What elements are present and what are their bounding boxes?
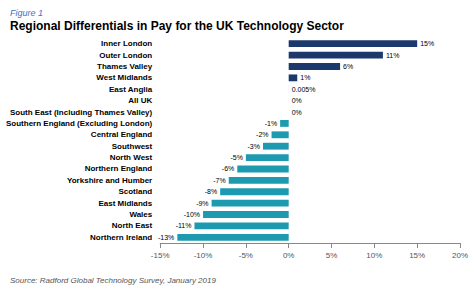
svg-text:15%: 15%: [409, 251, 425, 260]
svg-text:West Midlands: West Midlands: [96, 73, 152, 82]
svg-text:0%: 0%: [292, 109, 302, 116]
svg-text:15%: 15%: [420, 40, 434, 47]
svg-text:-15%: -15%: [151, 251, 170, 260]
svg-text:Source: Radford Global Technol: Source: Radford Global Technology Survey…: [10, 276, 216, 285]
svg-text:Regional Differentials in Pay: Regional Differentials in Pay for the UK…: [10, 19, 344, 33]
svg-text:-13%: -13%: [158, 234, 174, 241]
svg-text:-9%: -9%: [196, 200, 208, 207]
svg-text:-10%: -10%: [184, 211, 200, 218]
svg-text:0%: 0%: [283, 251, 295, 260]
svg-text:Wales: Wales: [129, 210, 152, 219]
svg-text:East Midlands: East Midlands: [98, 199, 152, 208]
svg-text:20%: 20%: [452, 251, 468, 260]
svg-text:Northern Ireland: Northern Ireland: [90, 233, 152, 242]
svg-text:Inner London: Inner London: [101, 39, 152, 48]
svg-text:11%: 11%: [386, 52, 400, 59]
svg-text:-7%: -7%: [213, 177, 225, 184]
svg-text:-1%: -1%: [265, 120, 277, 127]
svg-text:-10%: -10%: [194, 251, 213, 260]
svg-text:6%: 6%: [343, 63, 353, 70]
svg-text:Yorkshire and Humber: Yorkshire and Humber: [67, 176, 152, 185]
svg-text:-8%: -8%: [205, 188, 217, 195]
svg-text:Southern England (Excluding Lo: Southern England (Excluding London): [6, 119, 153, 128]
svg-text:-3%: -3%: [248, 143, 260, 150]
svg-text:-2%: -2%: [256, 131, 268, 138]
svg-text:-11%: -11%: [176, 222, 192, 229]
svg-text:Southwest: Southwest: [112, 142, 153, 151]
svg-text:-5%: -5%: [239, 251, 253, 260]
svg-text:Figure 1: Figure 1: [10, 8, 43, 18]
svg-text:Scotland: Scotland: [118, 187, 152, 196]
svg-text:-6%: -6%: [222, 165, 234, 172]
svg-text:0%: 0%: [292, 97, 302, 104]
svg-text:Central England: Central England: [91, 130, 152, 139]
svg-text:0.005%: 0.005%: [292, 86, 316, 93]
svg-text:North East: North East: [112, 221, 153, 230]
svg-text:-5%: -5%: [230, 154, 242, 161]
svg-text:5%: 5%: [326, 251, 338, 260]
svg-text:Thames Valley: Thames Valley: [97, 62, 153, 71]
svg-text:Outer London: Outer London: [99, 51, 152, 60]
svg-text:South East (Including Thames V: South East (Including Thames Valley): [10, 108, 153, 117]
svg-text:Northern England: Northern England: [85, 164, 153, 173]
svg-text:10%: 10%: [366, 251, 382, 260]
svg-text:North West: North West: [110, 153, 153, 162]
svg-text:All UK: All UK: [128, 96, 152, 105]
svg-text:East Anglia: East Anglia: [109, 85, 153, 94]
svg-text:1%: 1%: [300, 74, 310, 81]
